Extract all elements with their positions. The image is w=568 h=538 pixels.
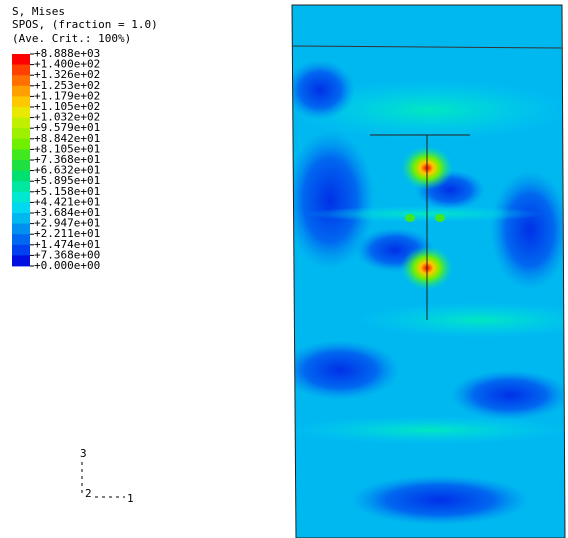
legend-swatch <box>12 202 30 213</box>
legend-swatch <box>12 224 30 235</box>
legend-swatch <box>12 213 30 224</box>
legend-swatch <box>12 107 30 118</box>
legend-swatch <box>12 181 30 192</box>
legend-swatch <box>12 65 30 76</box>
legend-title: S, Mises <box>12 5 65 18</box>
legend-swatch <box>12 75 30 86</box>
legend-title: (Ave. Crit.: 100%) <box>12 32 131 45</box>
legend-swatch <box>12 86 30 97</box>
legend-swatch <box>12 192 30 203</box>
triad: 3 2 1 <box>80 447 134 505</box>
legend-swatch <box>12 149 30 160</box>
legend-swatch <box>12 160 30 171</box>
legend: +8.888e+03+1.400e+02+1.326e+02+1.253e+02… <box>12 47 100 272</box>
legend-swatch <box>12 255 30 266</box>
contour-model <box>280 0 568 538</box>
legend-swatch <box>12 96 30 107</box>
legend-label: +0.000e+00 <box>34 259 100 272</box>
viewport: +8.888e+03+1.400e+02+1.326e+02+1.253e+02… <box>0 0 568 538</box>
triad-label: 1 <box>127 492 134 505</box>
legend-swatch <box>12 118 30 129</box>
legend-swatch <box>12 139 30 150</box>
legend-swatch <box>12 245 30 256</box>
triad-label: 3 <box>80 447 87 460</box>
legend-swatch <box>12 128 30 139</box>
legend-swatch <box>12 54 30 65</box>
legend-title: SPOS, (fraction = 1.0) <box>12 18 158 31</box>
legend-swatch <box>12 234 30 245</box>
legend-swatch <box>12 171 30 182</box>
triad-label: 2 <box>85 487 92 500</box>
